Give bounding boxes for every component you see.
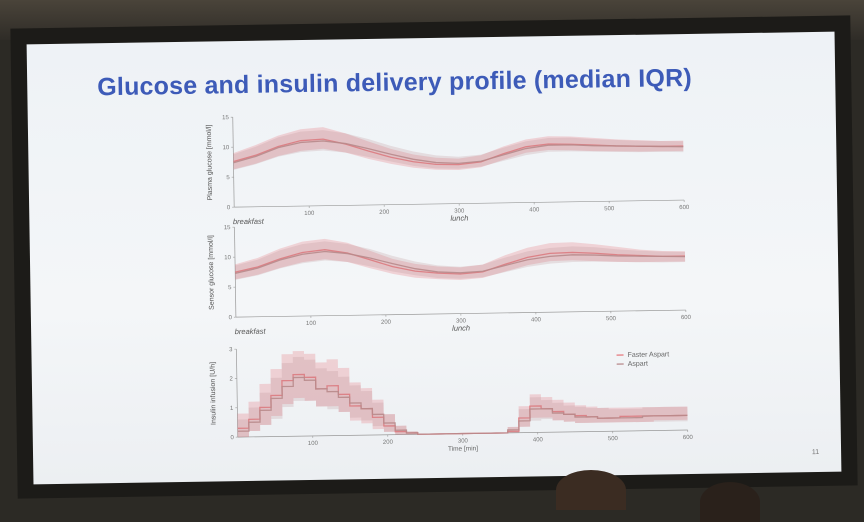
x-tick-label: 100 xyxy=(304,211,315,217)
x-tick-label: 600 xyxy=(683,435,694,441)
y-axis-label: Sensor glucose [mmol/l] xyxy=(208,235,216,310)
x-tick-label: 100 xyxy=(306,321,317,327)
x-tick-label: 100 xyxy=(308,441,319,447)
y-tick-label: 15 xyxy=(224,225,231,231)
legend-entry: Aspart xyxy=(628,361,648,368)
y-tick-label: 1 xyxy=(230,406,234,412)
x-tick-label: 500 xyxy=(606,316,617,322)
y-axis-label: Insulin infusion [U/h] xyxy=(210,362,218,425)
x-tick-label: 200 xyxy=(379,210,390,216)
x-tick-label: 400 xyxy=(533,437,544,443)
event-label: lunch xyxy=(452,323,470,332)
x-tick-label: 500 xyxy=(604,206,615,212)
event-label: breakfast xyxy=(235,327,267,336)
x-tick-label: 400 xyxy=(531,317,542,323)
y-tick-label: 5 xyxy=(228,285,232,291)
y-tick-label: 0 xyxy=(230,435,234,441)
legend-entry: Faster Aspart xyxy=(627,351,669,359)
event-label: breakfast xyxy=(233,217,265,226)
x-tick-label: 600 xyxy=(679,205,690,211)
presentation-slide: Glucose and insulin delivery profile (me… xyxy=(27,32,842,485)
x-tick-label: 200 xyxy=(381,320,392,326)
y-tick-label: 3 xyxy=(229,347,233,353)
y-tick-label: 0 xyxy=(229,315,233,321)
y-tick-label: 10 xyxy=(224,255,231,261)
x-axis-label: Time [min] xyxy=(448,445,478,452)
x-tick-label: 300 xyxy=(458,438,469,444)
slide-page-number: 11 xyxy=(812,449,819,456)
y-tick-label: 5 xyxy=(226,175,230,181)
x-tick-label: 400 xyxy=(529,207,540,213)
y-tick-label: 2 xyxy=(229,376,233,382)
x-tick-label: 600 xyxy=(681,315,692,321)
event-label: lunch xyxy=(450,213,468,222)
y-tick-label: 0 xyxy=(227,205,231,211)
x-tick-label: 500 xyxy=(608,436,619,442)
y-tick-label: 15 xyxy=(222,115,229,121)
y-tick-label: 10 xyxy=(223,145,230,151)
audience-head xyxy=(700,482,760,522)
y-axis-label: Plasma glucose [mmol/l] xyxy=(206,124,214,200)
x-tick-label: 200 xyxy=(383,440,394,446)
audience-head xyxy=(556,470,626,510)
